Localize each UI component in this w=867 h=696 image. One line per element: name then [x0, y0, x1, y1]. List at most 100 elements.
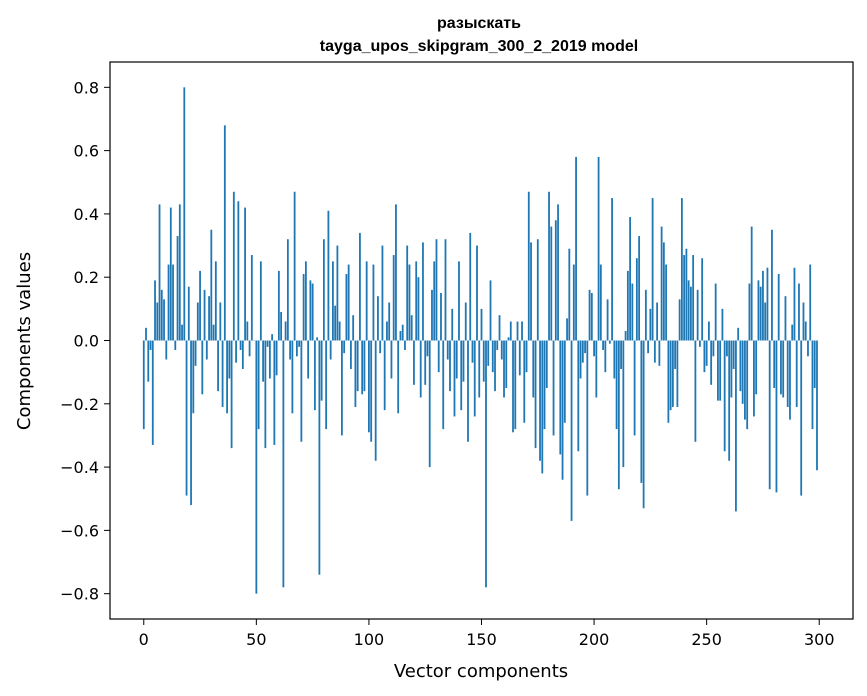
bar	[293, 191, 296, 341]
bar	[365, 261, 368, 341]
x-tick-label: 50	[246, 630, 266, 649]
bar	[266, 340, 269, 347]
bar	[347, 264, 350, 341]
bar	[575, 156, 577, 341]
bar	[696, 289, 699, 341]
bar	[178, 204, 181, 341]
bar	[194, 340, 197, 366]
bar	[527, 191, 530, 341]
bar	[626, 270, 629, 341]
bar	[771, 229, 773, 341]
bar	[717, 340, 719, 401]
bar	[374, 340, 377, 461]
bar	[755, 340, 758, 395]
bar	[638, 236, 641, 341]
bar	[280, 312, 283, 341]
bar	[613, 340, 616, 379]
bar	[413, 340, 415, 385]
bar	[167, 264, 170, 341]
bar	[350, 340, 352, 369]
bar	[453, 340, 456, 417]
bar	[653, 340, 656, 363]
bar	[595, 340, 598, 398]
bar	[647, 340, 650, 354]
bar	[559, 340, 562, 455]
bar	[588, 289, 591, 341]
bar	[341, 340, 343, 436]
bar	[791, 324, 794, 341]
bar	[611, 198, 613, 341]
bar	[322, 239, 325, 341]
bar	[496, 340, 499, 350]
bar	[732, 340, 735, 369]
y-tick-label: −0.4	[60, 458, 99, 477]
bar	[163, 299, 165, 341]
bar	[523, 340, 526, 423]
bar	[302, 274, 305, 341]
bar	[370, 340, 373, 442]
bar	[485, 340, 487, 588]
bar	[750, 226, 753, 341]
bar	[424, 340, 427, 385]
bar	[185, 340, 188, 496]
bar	[271, 334, 274, 341]
bar	[223, 125, 226, 341]
bar	[383, 340, 386, 411]
bar	[768, 340, 771, 490]
bar	[401, 324, 404, 341]
bar	[442, 340, 445, 430]
bar	[802, 302, 805, 341]
bar	[532, 340, 535, 398]
bar	[462, 340, 465, 382]
bar	[404, 340, 406, 350]
bar	[201, 340, 204, 395]
bar	[507, 337, 510, 341]
bar	[464, 302, 467, 341]
bar	[694, 340, 697, 442]
bar	[683, 255, 686, 341]
bar	[363, 340, 366, 392]
bar	[232, 191, 235, 341]
bar	[176, 236, 179, 341]
bar	[566, 318, 568, 341]
bar	[563, 340, 566, 423]
bar	[372, 264, 375, 341]
bar	[649, 308, 652, 341]
bar	[250, 255, 253, 341]
bar	[187, 286, 190, 341]
bar	[773, 340, 776, 388]
bar	[154, 280, 156, 341]
bar	[597, 156, 600, 341]
bar	[775, 340, 778, 493]
bar	[275, 340, 278, 376]
bar	[239, 340, 242, 350]
bar	[183, 87, 186, 341]
bar	[737, 327, 740, 341]
bar	[541, 340, 544, 474]
bar	[151, 340, 154, 445]
bar	[784, 296, 787, 341]
bar	[764, 302, 767, 341]
bar	[660, 226, 663, 341]
bar	[741, 340, 744, 404]
bar	[665, 264, 668, 341]
bar	[449, 340, 451, 392]
bar	[656, 302, 659, 341]
bar	[329, 340, 332, 360]
bar	[419, 340, 422, 398]
bar	[487, 340, 490, 366]
bar	[687, 280, 690, 341]
bar	[257, 340, 260, 430]
bar	[203, 289, 206, 341]
bar	[422, 242, 424, 341]
bar	[399, 331, 402, 341]
bar	[325, 340, 328, 430]
bar	[295, 340, 298, 357]
bar	[440, 293, 442, 341]
bar	[816, 340, 818, 471]
y-tick-label: 0.4	[74, 205, 99, 224]
bar	[264, 340, 267, 449]
bar	[685, 248, 688, 341]
bar	[552, 340, 555, 436]
bar	[813, 340, 816, 388]
